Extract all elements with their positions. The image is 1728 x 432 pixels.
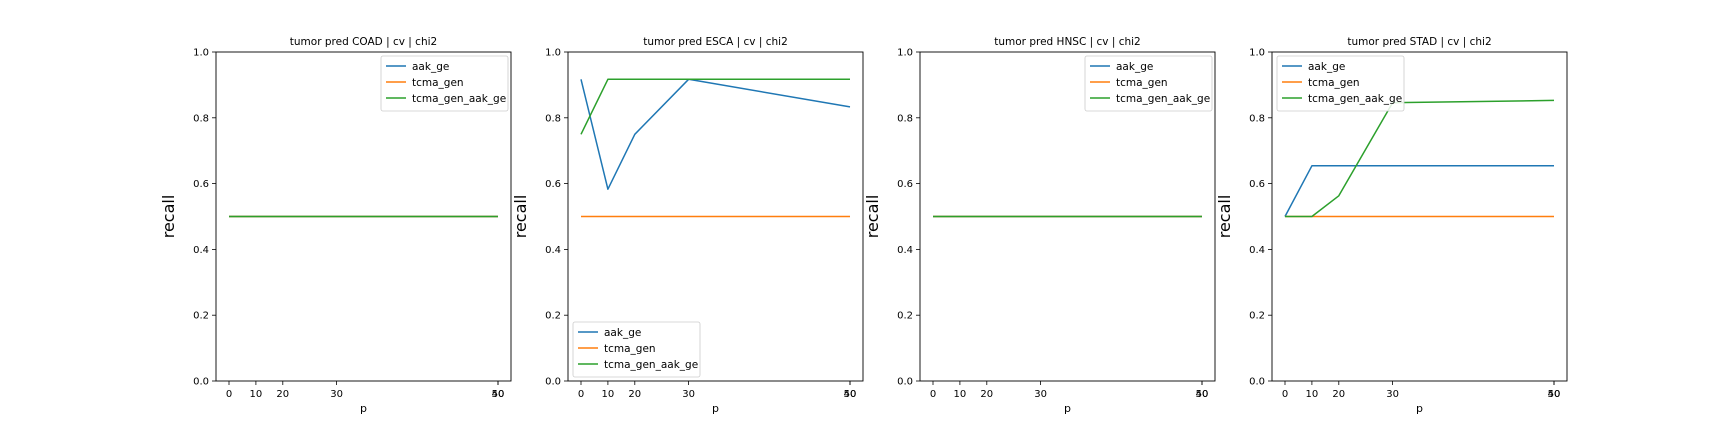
y-tick-label: 0.6 bbox=[1249, 179, 1265, 190]
legend bbox=[380, 55, 509, 112]
y-tick-label: 0.8 bbox=[897, 113, 913, 124]
legend-label: tcma_gen bbox=[1308, 77, 1360, 89]
y-axis-label: recall bbox=[511, 195, 530, 239]
y-tick-label: 0.6 bbox=[545, 179, 561, 190]
chart-title: tumor pred COAD | cv | chi2 bbox=[290, 36, 437, 48]
legend bbox=[1084, 55, 1213, 112]
series-line-aak_ge bbox=[1284, 165, 1554, 217]
y-tick-label: 0.8 bbox=[545, 113, 561, 124]
y-tick-label: 0.0 bbox=[897, 377, 913, 388]
x-tick-label: 50 bbox=[1196, 389, 1209, 400]
legend bbox=[1276, 55, 1405, 112]
x-axis-label: p bbox=[1416, 402, 1423, 415]
y-axis-label: recall bbox=[1215, 195, 1234, 239]
legend-label: aak_ge bbox=[412, 61, 449, 73]
x-tick-label: 40 bbox=[844, 389, 857, 400]
y-tick-label: 1.0 bbox=[897, 48, 913, 59]
y-tick-label: 0.8 bbox=[193, 113, 209, 124]
x-axis-label: p bbox=[1064, 402, 1071, 415]
y-tick-label: 0.2 bbox=[1249, 311, 1265, 322]
y-tick-label: 0.0 bbox=[545, 377, 561, 388]
x-tick-label: 20 bbox=[980, 389, 993, 400]
x-tick-label: 0 bbox=[930, 389, 936, 400]
y-axis-label: recall bbox=[863, 195, 882, 239]
x-tick-label: 10 bbox=[954, 389, 967, 400]
y-tick-label: 0.0 bbox=[1249, 377, 1265, 388]
x-tick-label: 30 bbox=[1386, 389, 1399, 400]
x-tick-label: 10 bbox=[1306, 389, 1319, 400]
legend-label: tcma_gen bbox=[604, 343, 656, 355]
y-tick-label: 0.2 bbox=[193, 311, 209, 322]
y-tick-label: 0.6 bbox=[897, 179, 913, 190]
legend bbox=[572, 321, 701, 378]
x-tick-label: 40 bbox=[492, 389, 505, 400]
x-tick-label: 10 bbox=[602, 389, 615, 400]
y-tick-label: 1.0 bbox=[193, 48, 209, 59]
y-tick-label: 0.2 bbox=[545, 311, 561, 322]
x-tick-label: 50 bbox=[844, 389, 857, 400]
x-tick-label: 30 bbox=[682, 389, 695, 400]
chart-title: tumor pred ESCA | cv | chi2 bbox=[643, 36, 788, 48]
legend-label: aak_ge bbox=[1308, 61, 1345, 73]
y-tick-label: 0.2 bbox=[897, 311, 913, 322]
x-tick-label: 20 bbox=[1332, 389, 1345, 400]
y-tick-label: 1.0 bbox=[1249, 48, 1265, 59]
y-axis-label: recall bbox=[159, 195, 178, 239]
legend-label: tcma_gen_aak_ge bbox=[412, 93, 506, 105]
legend-label: tcma_gen bbox=[412, 77, 464, 89]
x-tick-label: 30 bbox=[330, 389, 343, 400]
chart-title: tumor pred HNSC | cv | chi2 bbox=[994, 36, 1140, 48]
y-tick-label: 0.8 bbox=[1249, 113, 1265, 124]
series-line-aak_ge bbox=[580, 78, 851, 190]
x-tick-label: 40 bbox=[1196, 389, 1209, 400]
x-tick-label: 0 bbox=[1282, 389, 1288, 400]
legend-label: tcma_gen_aak_ge bbox=[1308, 93, 1402, 105]
legend-label: aak_ge bbox=[1116, 61, 1153, 73]
series-line-tcma_gen_aak_ge bbox=[1285, 99, 1555, 218]
chart-title: tumor pred STAD | cv | chi2 bbox=[1347, 36, 1491, 48]
y-tick-label: 0.0 bbox=[193, 377, 209, 388]
x-tick-label: 30 bbox=[1034, 389, 1047, 400]
x-tick-label: 50 bbox=[492, 389, 505, 400]
x-tick-label: 50 bbox=[1548, 389, 1561, 400]
y-tick-label: 0.6 bbox=[193, 179, 209, 190]
y-tick-label: 0.4 bbox=[1249, 245, 1265, 256]
legend-label: tcma_gen bbox=[1116, 77, 1168, 89]
y-tick-label: 0.4 bbox=[897, 245, 913, 256]
x-axis-label: p bbox=[360, 402, 367, 415]
x-tick-label: 20 bbox=[276, 389, 289, 400]
x-tick-label: 0 bbox=[578, 389, 584, 400]
y-tick-label: 0.4 bbox=[193, 245, 209, 256]
series-line-tcma_gen_aak_ge bbox=[580, 78, 850, 135]
x-axis-label: p bbox=[712, 402, 719, 415]
y-tick-label: 0.4 bbox=[545, 245, 561, 256]
x-tick-label: 10 bbox=[250, 389, 263, 400]
x-tick-label: 20 bbox=[628, 389, 641, 400]
x-tick-label: 0 bbox=[226, 389, 232, 400]
x-tick-label: 40 bbox=[1548, 389, 1561, 400]
legend-label: aak_ge bbox=[604, 327, 641, 339]
y-tick-label: 1.0 bbox=[545, 48, 561, 59]
legend-label: tcma_gen_aak_ge bbox=[604, 359, 698, 371]
legend-label: tcma_gen_aak_ge bbox=[1116, 93, 1210, 105]
